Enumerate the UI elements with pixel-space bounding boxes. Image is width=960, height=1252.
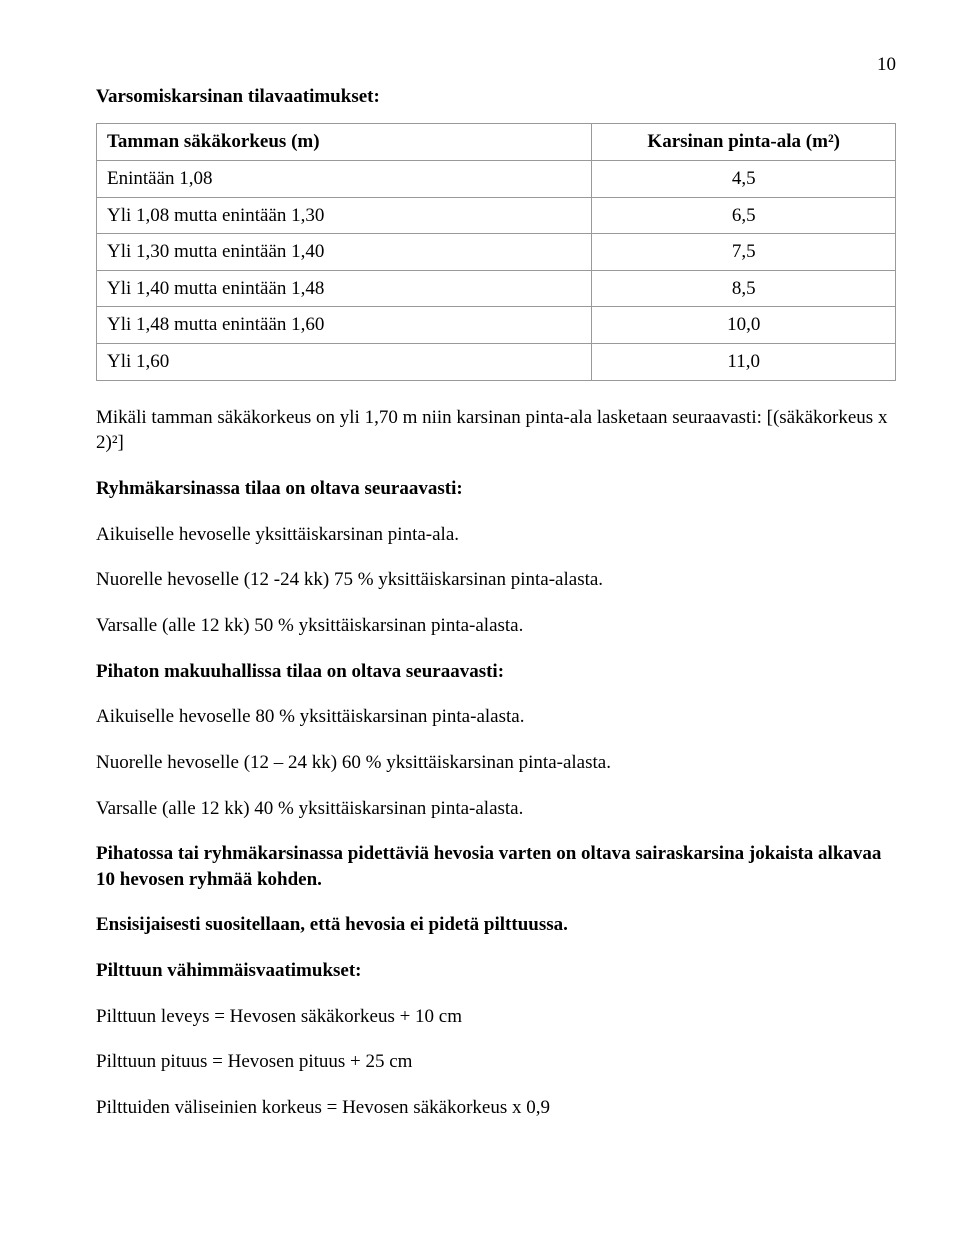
- sairaskarsina-text: Pihatossa tai ryhmäkarsinassa pidettäviä…: [96, 841, 896, 892]
- page-number: 10: [96, 52, 896, 78]
- table-cell: Yli 1,30 mutta enintään 1,40: [97, 234, 592, 271]
- table-row: Yli 1,40 mutta enintään 1,48 8,5: [97, 270, 896, 307]
- table-cell: 10,0: [592, 307, 896, 344]
- table-cell: 11,0: [592, 344, 896, 381]
- heading-ryhmakarsina: Ryhmäkarsinassa tilaa on oltava seuraava…: [96, 476, 896, 502]
- table-cell: Yli 1,40 mutta enintään 1,48: [97, 270, 592, 307]
- body-text: Pilttuun leveys = Hevosen säkäkorkeus + …: [96, 1004, 896, 1030]
- table-cell: Yli 1,48 mutta enintään 1,60: [97, 307, 592, 344]
- formula-text: Mikäli tamman säkäkorkeus on yli 1,70 m …: [96, 405, 896, 456]
- table-cell: Enintään 1,08: [97, 160, 592, 197]
- table-cell: Yli 1,60: [97, 344, 592, 381]
- table-cell: Yli 1,08 mutta enintään 1,30: [97, 197, 592, 234]
- heading-pilttuu: Pilttuun vähimmäisvaatimukset:: [96, 958, 896, 984]
- body-text: Nuorelle hevoselle (12 -24 kk) 75 % yksi…: [96, 567, 896, 593]
- heading-varsomiskarsina: Varsomiskarsinan tilavaatimukset:: [96, 84, 896, 110]
- heading-pihatto: Pihaton makuuhallissa tilaa on oltava se…: [96, 659, 896, 685]
- table-cell: 6,5: [592, 197, 896, 234]
- table-col-header: Tamman säkäkorkeus (m): [97, 124, 592, 161]
- body-text: Varsalle (alle 12 kk) 50 % yksittäiskars…: [96, 613, 896, 639]
- body-text: Aikuiselle hevoselle 80 % yksittäiskarsi…: [96, 704, 896, 730]
- table-cell: 4,5: [592, 160, 896, 197]
- body-text: Nuorelle hevoselle (12 – 24 kk) 60 % yks…: [96, 750, 896, 776]
- table-row: Enintään 1,08 4,5: [97, 160, 896, 197]
- body-text: Pilttuun pituus = Hevosen pituus + 25 cm: [96, 1049, 896, 1075]
- body-text: Varsalle (alle 12 kk) 40 % yksittäiskars…: [96, 796, 896, 822]
- body-text: Aikuiselle hevoselle yksittäiskarsinan p…: [96, 522, 896, 548]
- body-text: Pilttuiden väliseinien korkeus = Hevosen…: [96, 1095, 896, 1121]
- table-row: Yli 1,60 11,0: [97, 344, 896, 381]
- table-cell: 8,5: [592, 270, 896, 307]
- table-header-row: Tamman säkäkorkeus (m) Karsinan pinta-al…: [97, 124, 896, 161]
- table-row: Yli 1,08 mutta enintään 1,30 6,5: [97, 197, 896, 234]
- table-row: Yli 1,48 mutta enintään 1,60 10,0: [97, 307, 896, 344]
- table-cell: 7,5: [592, 234, 896, 271]
- table-col-header: Karsinan pinta-ala (m²): [592, 124, 896, 161]
- table-row: Yli 1,30 mutta enintään 1,40 7,5: [97, 234, 896, 271]
- stall-table: Tamman säkäkorkeus (m) Karsinan pinta-al…: [96, 123, 896, 380]
- ensisijaisesti-text: Ensisijaisesti suositellaan, että hevosi…: [96, 912, 896, 938]
